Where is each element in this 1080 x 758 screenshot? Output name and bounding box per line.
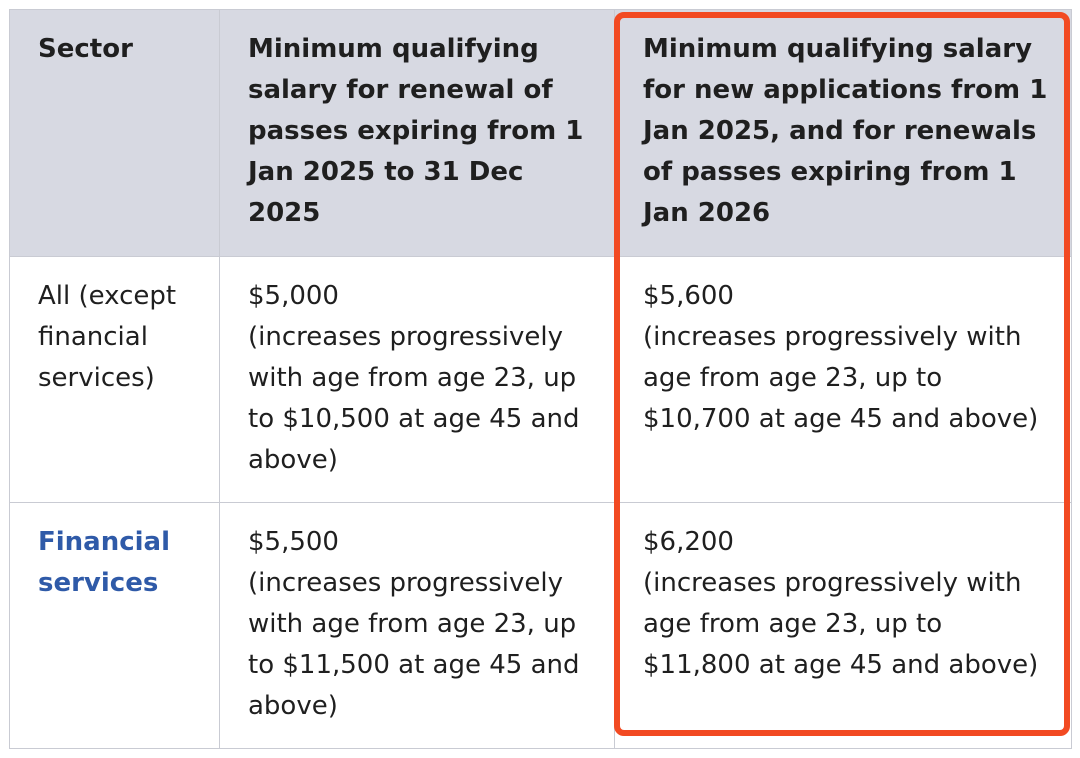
new-2025-cell: $5,600 (increases progressively with age… [614,256,1072,503]
header-renewal-2025: Minimum qualifying salary for renewal of… [219,9,615,257]
header-new-applications-2025: Minimum qualifying salary for new applic… [614,9,1072,257]
renewal-2025-cell: $5,000 (increases progressively with age… [219,256,615,503]
sector-cell: Financial services [9,502,220,749]
salary-table: Sector Minimum qualifying salary for ren… [9,9,1072,749]
salary-note: (increases progressively with age from a… [248,322,580,475]
salary-amount: $6,200 [643,527,734,557]
salary-amount: $5,600 [643,281,734,311]
financial-services-link[interactable]: Financial services [38,527,171,598]
table-row: Financial services $5,500 (increases pro… [9,502,1072,749]
sector-cell: All (except financial services) [9,256,220,503]
salary-amount: $5,500 [248,527,339,557]
salary-amount: $5,000 [248,281,339,311]
header-sector: Sector [9,9,220,257]
salary-note: (increases progressively with age from a… [643,322,1039,434]
header-row: Sector Minimum qualifying salary for ren… [9,9,1072,257]
new-2025-cell: $6,200 (increases progressively with age… [614,502,1072,749]
table-row: All (except financial services) $5,000 (… [9,256,1072,503]
salary-note: (increases progressively with age from a… [248,568,580,721]
salary-note: (increases progressively with age from a… [643,568,1039,680]
renewal-2025-cell: $5,500 (increases progressively with age… [219,502,615,749]
